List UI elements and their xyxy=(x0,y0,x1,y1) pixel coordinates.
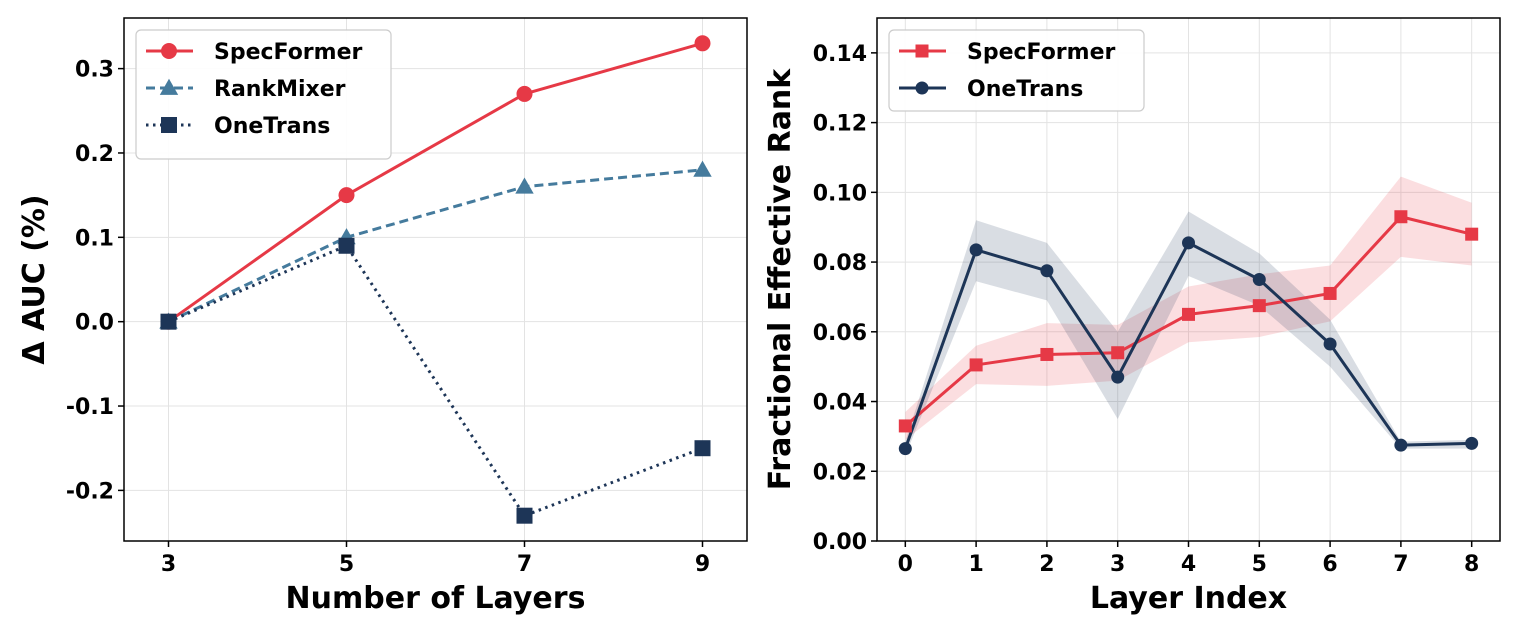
data-point xyxy=(516,85,533,102)
data-point xyxy=(1111,370,1125,384)
data-point xyxy=(1394,210,1408,224)
x-axis-label: Number of Layers xyxy=(286,581,586,616)
data-point xyxy=(338,237,355,254)
x-tick-label: 5 xyxy=(339,552,354,577)
data-point xyxy=(1182,307,1195,321)
legend-marker xyxy=(915,44,929,58)
legend-label: OneTrans xyxy=(214,114,330,139)
x-tick-label: 8 xyxy=(1464,552,1479,577)
legend-marker xyxy=(159,78,179,95)
data-point xyxy=(898,442,912,456)
series-line xyxy=(167,244,704,518)
y-tick-label: 0.12 xyxy=(813,112,867,137)
data-point xyxy=(969,243,983,257)
y-tick-label: 0.3 xyxy=(75,58,114,83)
legend: SpecFormer OneTrans xyxy=(888,29,1145,112)
data-point xyxy=(1040,264,1054,278)
y-tick-label: 0.00 xyxy=(813,530,867,555)
data-point xyxy=(694,35,711,52)
x-tick-label: 1 xyxy=(968,552,983,577)
auc-vs-layers-chart: 3 5 7 9 -0.2 -0.1 0.0 0.1 0.2 0.3 Number of Layers… xyxy=(17,17,748,616)
y-tick-label: -0.2 xyxy=(66,479,114,504)
data-point xyxy=(693,160,712,177)
legend-marker xyxy=(161,117,177,133)
x-tick-label: 7 xyxy=(1393,552,1408,577)
y-tick-label: 0.08 xyxy=(813,251,867,276)
legend: SpecFormer RankMixer OneTrans xyxy=(135,29,392,160)
x-tick-label: 3 xyxy=(1110,552,1125,577)
data-point xyxy=(1252,299,1266,313)
data-point xyxy=(516,507,533,524)
data-point xyxy=(1323,286,1337,300)
x-tick-label: 6 xyxy=(1322,552,1337,577)
data-point xyxy=(694,440,711,457)
x-tick-label: 0 xyxy=(898,552,913,577)
x-tick-label: 4 xyxy=(1181,552,1196,577)
y-tick-label: 0.06 xyxy=(813,321,867,346)
legend-label: SpecFormer xyxy=(214,40,363,65)
y-tick-label: 0.04 xyxy=(813,391,867,416)
data-point xyxy=(515,177,534,194)
data-point xyxy=(1111,346,1125,360)
data-point xyxy=(1323,337,1337,351)
effective-rank-chart: 0 1 2 3 4 5 6 7 8 0.00 0.02 0.04 0.06 0.08 0.10 0.12 0.1… xyxy=(763,17,1501,616)
y-axis-label: Δ AUC (%) xyxy=(17,194,52,364)
y-axis-label: Fractional Effective Rank xyxy=(763,68,798,491)
legend-label: SpecFormer xyxy=(967,40,1116,65)
data-point xyxy=(1465,436,1479,450)
x-tick-label: 3 xyxy=(161,552,176,577)
data-point xyxy=(1040,347,1054,361)
y-tick-label: 0.02 xyxy=(813,460,867,485)
x-tick-label: 2 xyxy=(1039,552,1054,577)
y-tick-label: 0.0 xyxy=(75,311,114,336)
y-tick-label: 0.1 xyxy=(75,226,114,251)
legend-box xyxy=(888,29,1145,112)
legend-label: RankMixer xyxy=(214,77,346,102)
data-point xyxy=(1394,438,1408,452)
data-point xyxy=(1252,273,1266,286)
y-tick-label: 0.10 xyxy=(813,181,867,206)
data-point xyxy=(969,358,983,372)
legend-label: OneTrans xyxy=(967,77,1083,102)
x-tick-label: 5 xyxy=(1252,552,1267,577)
legend-marker xyxy=(915,81,929,95)
y-tick-label: 0.2 xyxy=(75,142,114,167)
legend-box xyxy=(135,29,392,160)
x-axis-label: Layer Index xyxy=(1090,581,1287,616)
x-tick-label: 7 xyxy=(517,552,532,577)
series-line xyxy=(167,41,703,323)
data-point xyxy=(898,419,912,433)
data-point xyxy=(1182,236,1195,250)
series-line xyxy=(167,168,703,324)
y-tick-label: 0.14 xyxy=(813,42,867,67)
data-point xyxy=(1465,227,1479,241)
x-tick-label: 9 xyxy=(695,552,710,577)
y-tick-label: -0.1 xyxy=(66,395,114,420)
data-point xyxy=(338,187,355,204)
data-point xyxy=(160,313,177,330)
plot-frame xyxy=(123,17,748,542)
legend-marker xyxy=(161,43,177,59)
